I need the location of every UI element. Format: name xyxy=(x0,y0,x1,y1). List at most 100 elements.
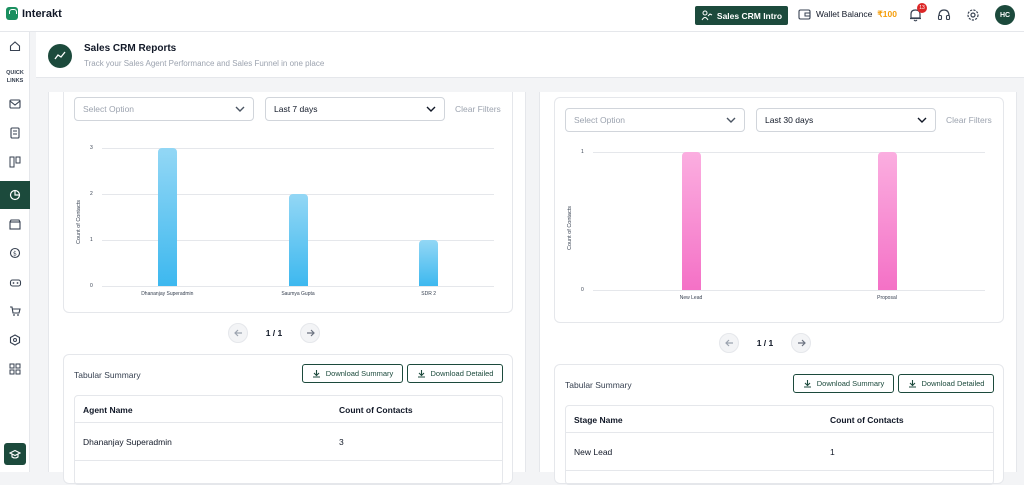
graduation-cap-icon xyxy=(9,449,21,459)
date-range-value: Last 30 days xyxy=(765,115,814,125)
download-icon xyxy=(803,380,811,388)
sidebar-learn-button[interactable] xyxy=(4,443,26,465)
stage-select-value: Select Option xyxy=(574,115,626,125)
pie-chart-icon xyxy=(9,189,21,201)
date-range-value: Last 7 days xyxy=(274,104,318,114)
download-detailed-label: Download Detailed xyxy=(921,379,985,388)
sidebar-item-apps[interactable] xyxy=(0,355,30,383)
y-tick-label: 1 xyxy=(90,237,93,243)
wallet-icon xyxy=(798,9,811,20)
download-detailed-label: Download Detailed xyxy=(430,369,494,378)
gridline xyxy=(102,286,494,287)
wallet-balance[interactable]: Wallet Balance ₹100 xyxy=(798,8,897,20)
page-title: Sales CRM Reports xyxy=(84,43,177,54)
sidebar-item-automation[interactable] xyxy=(0,268,30,296)
next-page-button[interactable] xyxy=(791,333,811,353)
x-tick-label: SDR 2 xyxy=(421,291,437,297)
arrow-left-icon xyxy=(724,339,733,347)
column-header: Stage Name xyxy=(574,415,623,425)
page-header: Sales CRM Reports Track your Sales Agent… xyxy=(36,32,1024,78)
column-header: Count of Contacts xyxy=(830,415,904,425)
trend-chart-icon xyxy=(48,44,72,68)
y-axis-label: Count of Contacts xyxy=(76,199,82,244)
sales-crm-intro-button[interactable]: Sales CRM Intro xyxy=(695,6,788,25)
kanban-icon xyxy=(9,156,21,168)
download-summary-button[interactable]: Download Summary xyxy=(793,374,894,393)
stage-summary-card: Tabular Summary Download Summary Downloa… xyxy=(554,364,1004,485)
download-detailed-button[interactable]: Download Detailed xyxy=(407,364,503,383)
settings-button[interactable] xyxy=(965,7,981,23)
arrow-right-icon xyxy=(306,329,315,337)
stage-select[interactable]: Select Option xyxy=(565,108,745,132)
prev-page-button[interactable] xyxy=(719,333,739,353)
user-avatar[interactable]: HC xyxy=(995,5,1015,25)
table-header: Agent Name Count of Contacts xyxy=(75,396,502,423)
chart-bar[interactable] xyxy=(419,240,439,286)
chart-pager: 1 / 1 xyxy=(228,323,320,343)
sidebar-item-inbox[interactable] xyxy=(0,90,30,118)
sidebar-item-pipeline[interactable] xyxy=(0,148,30,176)
sidebar-item-integrations[interactable] xyxy=(0,326,30,354)
x-tick-label: Saumya Gupta xyxy=(281,291,315,297)
chart-bar[interactable] xyxy=(877,152,897,290)
stage-chart-card: Select Option Last 30 days Clear Filters… xyxy=(554,97,1004,323)
sidebar-item-reports[interactable] xyxy=(0,181,30,209)
quick-links-label: QUICK LINKS xyxy=(6,70,24,84)
table-cell: 1 xyxy=(830,447,835,457)
summary-title: Tabular Summary xyxy=(565,380,632,390)
page-indicator: 1 / 1 xyxy=(265,328,283,338)
column-header: Agent Name xyxy=(83,405,133,415)
notifications-button[interactable]: 13 xyxy=(907,3,927,23)
table-row[interactable]: Dhananjay Superadmin 3 xyxy=(75,423,502,461)
notification-badge: 13 xyxy=(917,3,927,13)
table-cell: Dhananjay Superadmin xyxy=(83,437,172,447)
chevron-down-icon xyxy=(426,106,436,112)
stage-report-panel: Select Option Last 30 days Clear Filters… xyxy=(539,92,1017,485)
sidebar-item-commerce[interactable] xyxy=(0,297,30,325)
people-chart-icon xyxy=(701,10,713,21)
svg-text:$: $ xyxy=(13,251,17,258)
download-icon xyxy=(417,370,425,378)
date-range-select[interactable]: Last 7 days xyxy=(265,97,445,121)
chat-dollar-icon: $ xyxy=(9,247,21,259)
brand[interactable]: Interakt xyxy=(6,7,62,20)
table-row[interactable]: New Lead 1 xyxy=(566,433,993,471)
y-axis-label: Count of Contacts xyxy=(567,205,573,250)
download-summary-label: Download Summary xyxy=(325,369,394,378)
x-tick-label: Proposal xyxy=(877,295,897,301)
y-tick-label: 0 xyxy=(90,283,93,289)
chart-bar[interactable] xyxy=(288,194,308,286)
y-tick-label: 0 xyxy=(581,287,584,293)
book-icon xyxy=(10,127,20,139)
bot-icon xyxy=(9,278,21,287)
download-icon xyxy=(312,370,320,378)
support-button[interactable] xyxy=(936,7,952,23)
clear-filters-link[interactable]: Clear Filters xyxy=(455,104,501,114)
sidebar-item-campaigns[interactable]: $ xyxy=(0,239,30,267)
sidebar-item-catalog[interactable] xyxy=(0,210,30,238)
chart-bar[interactable] xyxy=(157,148,177,286)
clear-filters-link[interactable]: Clear Filters xyxy=(946,115,992,125)
home-icon xyxy=(9,41,21,52)
table-cell: New Lead xyxy=(574,447,613,457)
next-page-button[interactable] xyxy=(300,323,320,343)
download-summary-button[interactable]: Download Summary xyxy=(302,364,403,383)
interakt-logo-icon xyxy=(6,7,18,20)
sidebar-item-home[interactable] xyxy=(0,32,30,60)
date-range-select[interactable]: Last 30 days xyxy=(756,108,936,132)
chart-bar[interactable] xyxy=(681,152,701,290)
y-tick-label: 1 xyxy=(581,149,584,155)
download-detailed-button[interactable]: Download Detailed xyxy=(898,374,994,393)
summary-title: Tabular Summary xyxy=(74,370,141,380)
agent-select[interactable]: Select Option xyxy=(74,97,254,121)
prev-page-button[interactable] xyxy=(228,323,248,343)
gear-icon xyxy=(967,9,979,21)
top-bar: Interakt Sales CRM Intro Wallet Balance … xyxy=(0,0,1024,32)
headset-icon xyxy=(937,9,951,21)
y-tick-label: 3 xyxy=(90,145,93,151)
chevron-down-icon xyxy=(917,117,927,123)
grid-icon xyxy=(9,363,21,375)
arrow-right-icon xyxy=(797,339,806,347)
sidebar-item-contacts[interactable] xyxy=(0,119,30,147)
agent-report-panel: Select Option Last 7 days Clear Filters … xyxy=(48,92,526,485)
